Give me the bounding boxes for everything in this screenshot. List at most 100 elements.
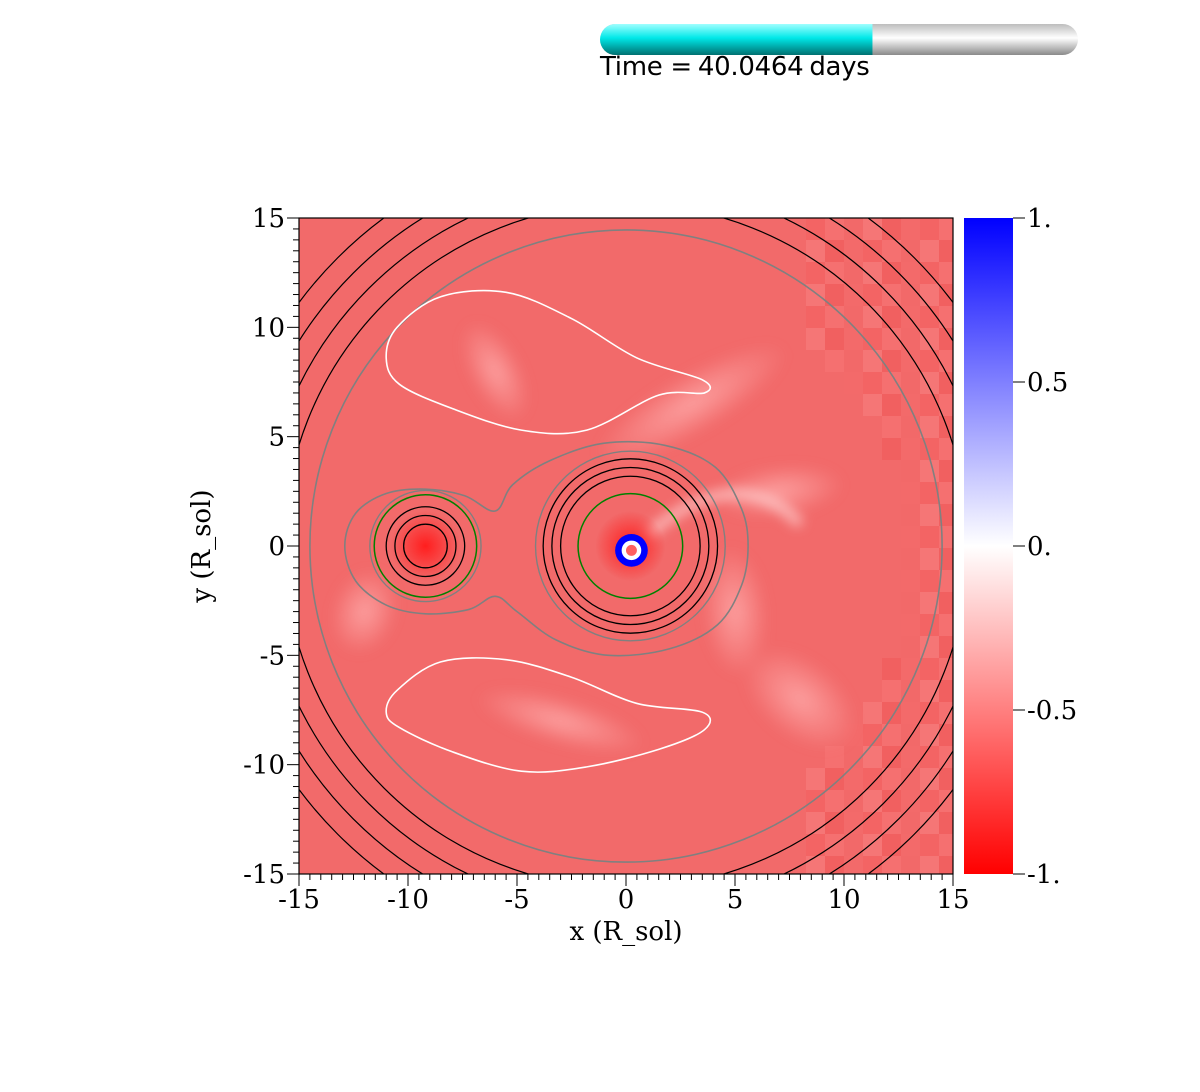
coarse-cell: [825, 812, 844, 834]
coarse-cell: [901, 504, 920, 526]
coarse-cell: [825, 240, 844, 262]
y-tick-label: -10: [243, 751, 285, 781]
time-progress-bar: [600, 24, 1078, 55]
coarse-cell: [863, 768, 882, 790]
coarse-cell: [920, 658, 939, 680]
coarse-cell: [901, 636, 920, 658]
coarse-cell: [939, 240, 953, 262]
texture-blob: [713, 464, 844, 519]
coarse-cell: [939, 702, 953, 724]
coarse-cell: [806, 306, 825, 328]
coarse-cell: [882, 284, 901, 306]
y-tick-label: 5: [268, 423, 285, 453]
coarse-cell: [939, 856, 953, 874]
coarse-cell: [825, 262, 844, 284]
coarse-cell: [882, 812, 901, 834]
coarse-cell: [939, 790, 953, 812]
coarse-cell: [901, 394, 920, 416]
coarse-cell: [825, 768, 844, 790]
coarse-cell: [920, 526, 939, 548]
coarse-cell: [939, 768, 953, 790]
coarse-cell: [882, 240, 901, 262]
coarse-cell: [939, 746, 953, 768]
coarse-cell: [920, 834, 939, 856]
companion-green-contour: [373, 494, 478, 598]
coarse-cell: [901, 746, 920, 768]
coarse-cell: [863, 262, 882, 284]
colorbar-tick-label: -0.5: [1027, 696, 1077, 726]
primary-black-contour: [542, 458, 719, 634]
coarse-cell: [825, 856, 844, 874]
coarse-cell: [920, 570, 939, 592]
x-tick-label: 15: [936, 885, 969, 915]
coarse-cell: [882, 724, 901, 746]
coarse-cell: [882, 658, 901, 680]
coarse-cell: [901, 438, 920, 460]
coarse-cell: [901, 482, 920, 504]
coarse-cell: [882, 856, 901, 874]
coarse-cell: [882, 262, 901, 284]
coarse-cell: [939, 504, 953, 526]
coarse-cell: [901, 768, 920, 790]
coarse-cell: [806, 856, 825, 874]
coarse-cell: [939, 262, 953, 284]
coarse-cell: [844, 746, 863, 768]
texture-blob: [701, 546, 769, 677]
coarse-cell: [863, 284, 882, 306]
coarse-cell: [920, 504, 939, 526]
colorbar-gradient: [964, 218, 1013, 874]
coarse-cell: [939, 812, 953, 834]
progress-fill: [600, 24, 873, 55]
time-unit: days: [809, 52, 870, 82]
primary-gray-contour: [534, 450, 726, 642]
texture-blob: [476, 687, 645, 755]
coarse-cell: [863, 306, 882, 328]
coarse-cell: [901, 306, 920, 328]
primary-black-contour: [551, 466, 710, 626]
coarse-cell: [863, 218, 882, 240]
coarse-cell: [882, 218, 901, 240]
coarse-cell: [901, 526, 920, 548]
y-tick-label: 10: [252, 313, 285, 343]
coarse-cell: [863, 702, 882, 724]
coarse-cell: [939, 306, 953, 328]
companion-gray-contour: [369, 489, 482, 603]
primary-black-contour: [559, 475, 701, 617]
star-core-companion: [390, 511, 461, 581]
coarse-cell: [920, 218, 939, 240]
coarse-cell: [901, 790, 920, 812]
coarse-cell: [920, 680, 939, 702]
x-tick-label: -10: [387, 885, 429, 915]
x-tick-label: 0: [618, 885, 635, 915]
texture-blob: [330, 568, 399, 655]
coarse-cell: [882, 394, 901, 416]
coarse-cell: [882, 768, 901, 790]
primary-core-red: [626, 544, 637, 556]
companion-black-contour: [402, 523, 448, 569]
coarse-cell: [863, 812, 882, 834]
coarse-cell: [920, 460, 939, 482]
coarse-cell: [825, 284, 844, 306]
coarse-cell: [882, 350, 901, 372]
x-tick-label: -15: [278, 885, 320, 915]
coarse-cell: [901, 460, 920, 482]
coarse-cell: [901, 702, 920, 724]
coarse-cell: [825, 328, 844, 350]
coarse-cell: [901, 548, 920, 570]
coarse-cell: [901, 328, 920, 350]
y-axis-label: y (R_sol): [187, 489, 217, 603]
coarse-cell: [939, 636, 953, 658]
coarse-cell: [901, 856, 920, 874]
lower-white-contour: [385, 657, 712, 773]
coarse-cell: [863, 790, 882, 812]
coarse-cell: [825, 790, 844, 812]
roche-lobe-gray-contour: [343, 440, 749, 657]
coarse-cell: [939, 592, 953, 614]
coarse-cell: [901, 416, 920, 438]
coarse-cell: [920, 768, 939, 790]
coarse-cell: [863, 856, 882, 874]
coarse-cell: [844, 262, 863, 284]
coarse-cell: [939, 570, 953, 592]
coarse-cell: [882, 680, 901, 702]
